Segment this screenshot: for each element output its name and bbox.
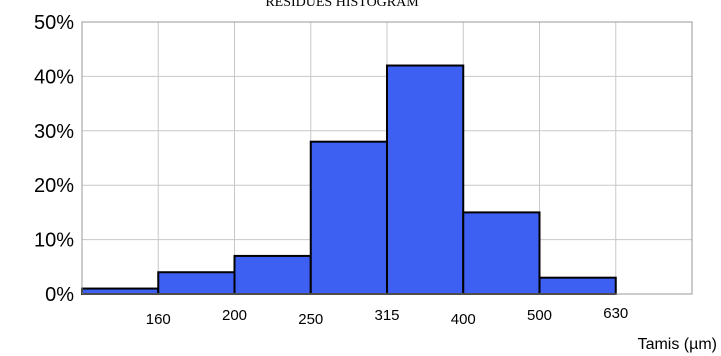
x-axis-label: Tamis (µm) (638, 336, 717, 353)
x-tick-label: 400 (451, 311, 476, 328)
x-tick-label: 630 (603, 305, 628, 322)
histogram-bar (157, 271, 236, 295)
x-tick-label: 250 (298, 311, 323, 328)
y-tick-label: 20% (34, 175, 74, 197)
x-axis-ticks: 160 200 250 315 400 500 630 (146, 305, 629, 328)
y-axis-ticks: 0% 10% 20% 30% 40% 50% (34, 12, 74, 306)
histogram-bar (233, 254, 312, 295)
x-tick-label: 200 (222, 307, 247, 324)
histogram-bar (309, 140, 388, 295)
y-tick-label: 0% (45, 284, 74, 306)
histogram-bar (81, 287, 160, 295)
y-tick-label: 40% (34, 66, 74, 88)
y-tick-label: 30% (34, 121, 74, 143)
x-tick-label: 160 (146, 311, 171, 328)
histogram-bar (386, 64, 465, 295)
plot-area-border (81, 21, 693, 295)
y-tick-label: 50% (34, 12, 74, 34)
chart-title: RESIDUES HISTOGRAM (265, 0, 419, 10)
histogram-bar (462, 211, 541, 295)
y-tick-label: 10% (34, 230, 74, 252)
x-tick-label: 315 (374, 307, 399, 324)
histogram-bars (81, 64, 617, 295)
x-tick-label: 500 (527, 307, 552, 324)
histogram-bar (538, 276, 617, 295)
